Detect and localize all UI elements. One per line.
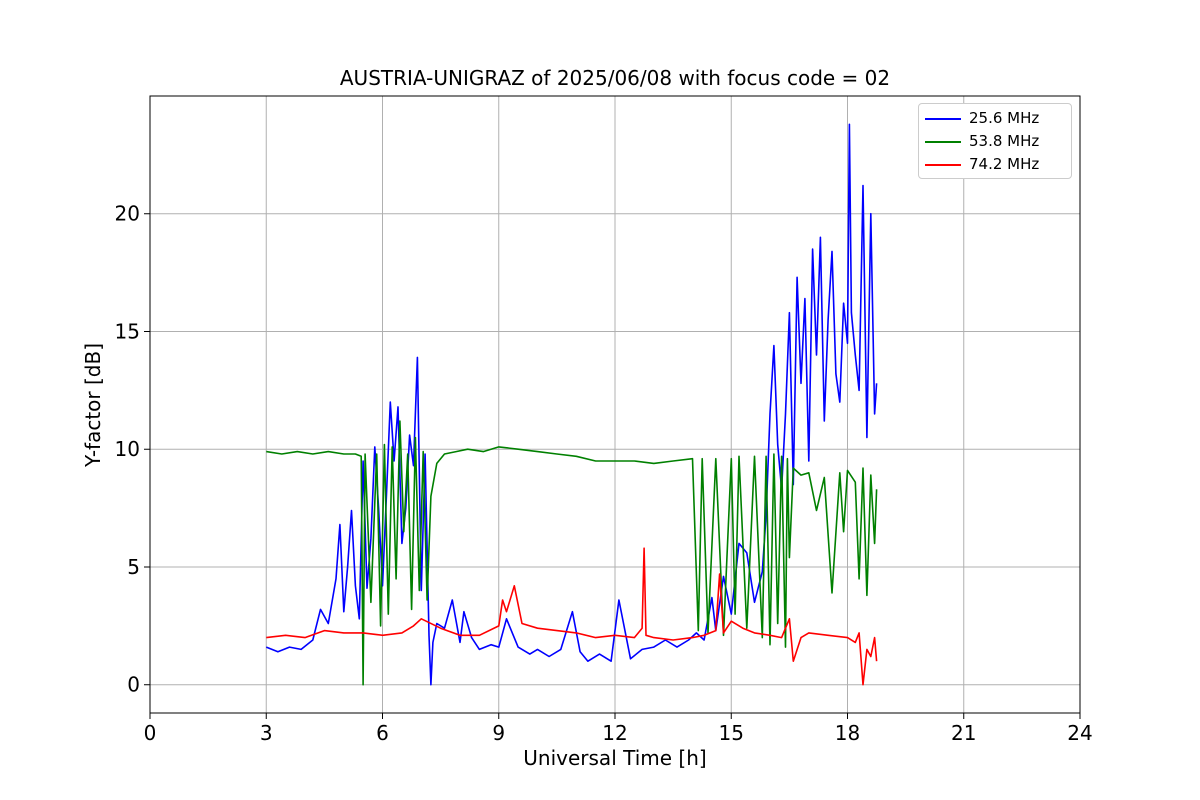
x-tick-label: 24: [1067, 721, 1092, 745]
x-tick-label: 3: [260, 721, 273, 745]
series-line-25-6-mhz: [265, 123, 878, 686]
legend-swatch: [925, 118, 961, 120]
legend-item-25-6: 25.6 MHz: [919, 108, 1071, 130]
x-tick-label: 15: [719, 721, 744, 745]
x-tick-label: 0: [144, 721, 157, 745]
legend-label: 25.6 MHz: [969, 109, 1040, 127]
x-tick-label: 12: [602, 721, 627, 745]
chart-title: AUSTRIA-UNIGRAZ of 2025/06/08 with focus…: [339, 66, 891, 90]
x-tick-label: 6: [376, 721, 389, 745]
series-line-53-8-mhz: [266, 420, 878, 686]
x-axis-label: Universal Time [h]: [523, 746, 707, 770]
y-tick-label: 15: [115, 319, 140, 343]
x-tick-label: 9: [492, 721, 505, 745]
y-axis-label: Y-factor [dB]: [81, 342, 105, 468]
legend-item-74-2: 74.2 MHz: [919, 154, 1071, 176]
y-tick-label: 20: [115, 202, 140, 226]
y-tick-label: 0: [127, 673, 140, 697]
x-tick-label: 21: [951, 721, 976, 745]
y-tick-label: 10: [115, 437, 140, 461]
legend-label: 53.8 MHz: [969, 132, 1040, 150]
legend-swatch: [925, 141, 961, 143]
legend: 25.6 MHz 53.8 MHz 74.2 MHz: [918, 103, 1072, 179]
y-tick-label: 5: [127, 555, 140, 579]
legend-item-53-8: 53.8 MHz: [919, 131, 1071, 153]
series-line-74-2-mhz: [266, 547, 878, 686]
legend-label: 74.2 MHz: [969, 155, 1040, 173]
legend-swatch: [925, 164, 961, 166]
x-tick-label: 18: [835, 721, 860, 745]
